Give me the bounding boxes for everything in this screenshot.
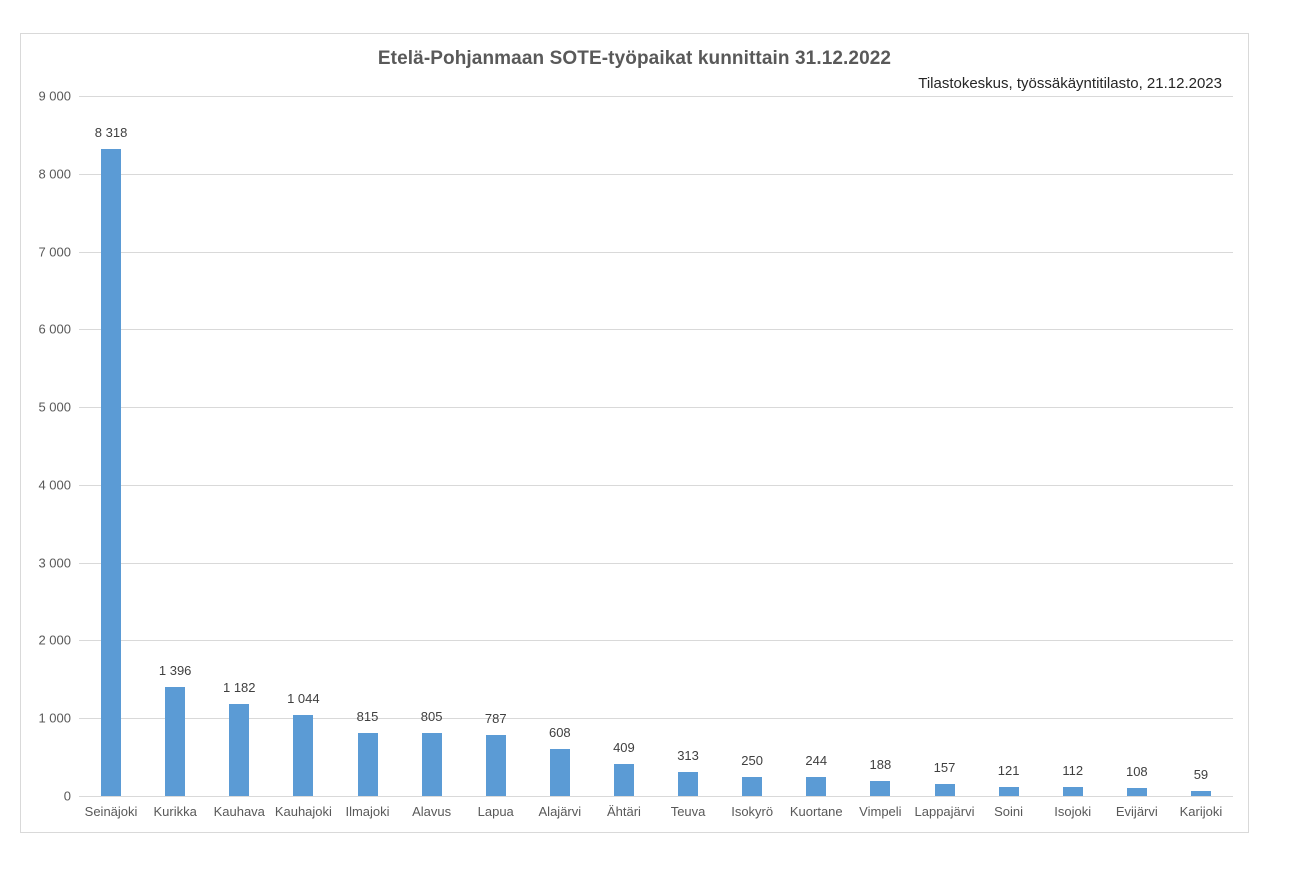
- y-axis-tick-label: 7 000: [38, 244, 71, 260]
- x-axis-category-label: Karijoki: [1179, 804, 1223, 819]
- x-axis-category-label: Ilmajoki: [345, 804, 390, 819]
- data-label: 250: [741, 752, 763, 768]
- gridline: [79, 718, 1233, 720]
- x-axis-category-label: Alavus: [412, 804, 452, 819]
- x-axis-category-label: Kurikka: [153, 804, 197, 819]
- bar-vimpeli: [870, 781, 891, 796]
- bar-kuortane: [806, 777, 827, 796]
- data-label: 1 182: [222, 680, 256, 696]
- bar-ilmajoki: [357, 732, 378, 796]
- bar-evijärvi: [1126, 787, 1147, 796]
- data-label: 8 318: [94, 125, 128, 141]
- gridline: [79, 796, 1233, 797]
- gridline: [79, 407, 1233, 409]
- x-axis-category-label: Kauhava: [213, 804, 265, 819]
- bar-lapua: [485, 734, 506, 796]
- data-label: 1 044: [287, 690, 320, 706]
- chart-container: Etelä-Pohjanmaan SOTE-työpaikat kunnitta…: [20, 33, 1249, 833]
- data-label: 157: [933, 759, 956, 775]
- bar-teuva: [678, 771, 699, 796]
- gridline: [79, 173, 1233, 175]
- x-axis-category-label: Lapua: [477, 804, 514, 819]
- x-axis-category-label: Vimpeli: [859, 804, 902, 819]
- y-axis-tick-label: 2 000: [38, 632, 71, 648]
- bar-alajärvi: [549, 748, 570, 796]
- x-axis-category-label: Soini: [994, 804, 1024, 819]
- data-label: 188: [869, 757, 892, 773]
- gridline: [79, 96, 1233, 97]
- data-label: 608: [548, 724, 571, 740]
- data-label: 112: [1062, 763, 1084, 779]
- y-axis-tick-label: 8 000: [38, 166, 71, 182]
- y-axis-tick-label: 5 000: [38, 399, 71, 415]
- data-label: 815: [356, 708, 379, 724]
- data-label: 787: [484, 710, 507, 726]
- y-axis-tick-label: 0: [63, 788, 71, 804]
- data-label: 59: [1193, 767, 1209, 783]
- bar-isokyrö: [742, 776, 763, 796]
- bar-alavus: [421, 733, 442, 796]
- gridline: [79, 484, 1233, 486]
- bar-kauhava: [229, 704, 250, 796]
- chart-title: Etelä-Pohjanmaan SOTE-työpaikat kunnitta…: [377, 48, 892, 69]
- x-axis-category-label: Ähtäri: [606, 804, 641, 819]
- data-label: 244: [805, 753, 828, 769]
- bar-karijoki: [1190, 791, 1211, 796]
- data-label: 409: [613, 740, 635, 756]
- data-label: 805: [420, 709, 443, 725]
- gridline: [79, 640, 1233, 642]
- x-axis-category-label: Lappajärvi: [914, 804, 975, 819]
- bar-isojoki: [1062, 787, 1083, 796]
- y-axis-tick-label: 6 000: [38, 321, 71, 337]
- bar-lappajärvi: [934, 783, 955, 796]
- bar-soini: [998, 786, 1019, 796]
- gridline: [79, 562, 1233, 564]
- x-axis-category-label: Isokyrö: [731, 804, 774, 819]
- data-label: 1 396: [158, 663, 192, 679]
- gridline: [79, 251, 1233, 253]
- y-axis-tick-label: 1 000: [38, 710, 71, 726]
- data-label: 108: [1125, 763, 1148, 779]
- data-label: 313: [677, 747, 699, 763]
- y-axis-tick-label: 3 000: [38, 555, 71, 571]
- y-axis-tick-label: 9 000: [38, 88, 71, 104]
- plot-area: 0 1 000 2 000 3 000 4 000 5 000 6 000 7 000 8 00…: [38, 89, 1233, 819]
- data-label: 121: [997, 762, 1020, 778]
- x-axis-category-label: Seinäjoki: [84, 804, 138, 819]
- x-axis-category-label: Kauhajoki: [274, 804, 332, 819]
- gridline: [79, 329, 1233, 331]
- bar-seinäjoki: [101, 149, 122, 796]
- x-axis-category-label: Isojoki: [1054, 804, 1092, 819]
- x-axis-category-label: Kuortane: [789, 804, 843, 819]
- x-axis-category-label: Alajärvi: [538, 804, 582, 819]
- x-axis-category-label: Evijärvi: [1115, 804, 1158, 819]
- bar-kurikka: [165, 687, 186, 796]
- bar-ähtäri: [613, 764, 634, 796]
- bar-kauhajoki: [293, 714, 314, 796]
- x-axis-category-label: Teuva: [670, 804, 706, 819]
- chart-subtitle: Tilastokeskus, työssäkäyntitilasto, 21.1…: [918, 75, 1222, 92]
- y-axis-tick-label: 4 000: [38, 477, 71, 493]
